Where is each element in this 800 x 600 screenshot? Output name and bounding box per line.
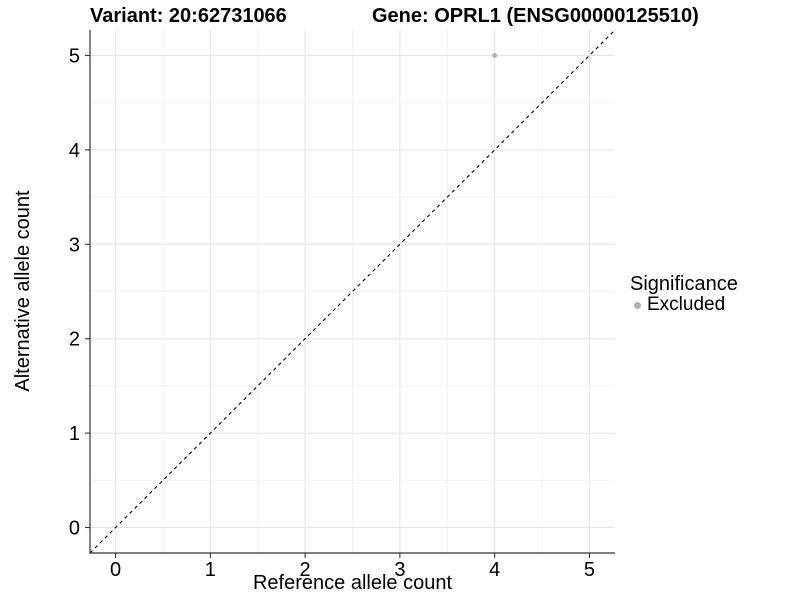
gene-title: Gene: OPRL1 (ENSG00000125510): [372, 5, 699, 27]
x-tick-label: 5: [584, 559, 595, 581]
x-tick-label: 0: [110, 559, 121, 581]
x-tick-label: 2: [300, 559, 311, 581]
legend: Significance Excluded: [630, 273, 738, 315]
x-tick-label: 1: [205, 559, 216, 581]
x-tick-label: 3: [394, 559, 405, 581]
y-tick-label: 4: [69, 140, 80, 162]
legend-title: Significance: [630, 273, 738, 295]
y-tick-label: 0: [69, 518, 80, 540]
variant-title: Variant: 20:62731066: [90, 5, 287, 27]
legend-item-label: Excluded: [647, 294, 726, 315]
data-point: [492, 52, 498, 59]
identity-line: [89, 29, 616, 554]
y-tick-label: 2: [69, 329, 80, 351]
y-tick-label: 5: [69, 45, 80, 67]
x-tick-label: 4: [489, 559, 500, 581]
y-axis-label: Alternative allele count: [12, 190, 34, 392]
y-tick-label: 3: [69, 234, 80, 256]
legend-item-excluded: Excluded: [634, 295, 738, 315]
x-axis-label: Reference allele count: [252, 572, 452, 594]
y-tick-label: 1: [69, 423, 80, 445]
legend-key-dot: [634, 301, 641, 309]
